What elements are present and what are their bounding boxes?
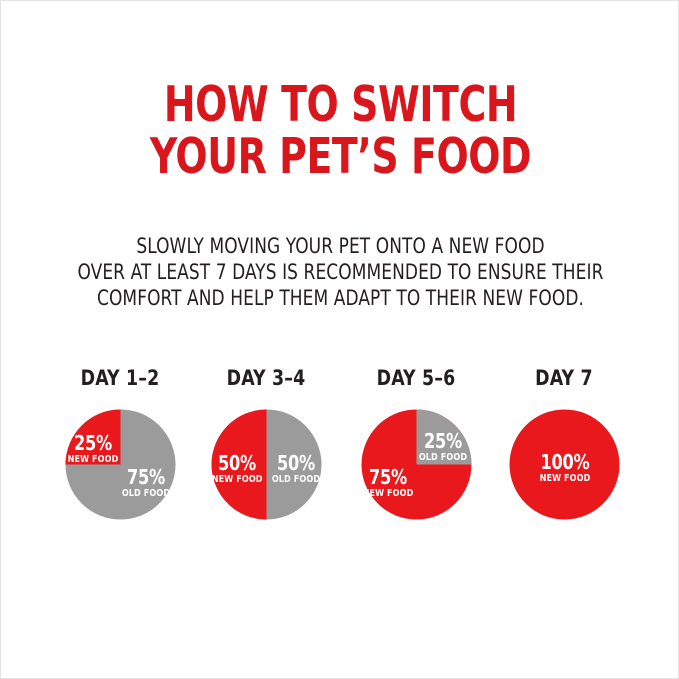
day-label-2: DAY 3–4 (226, 366, 306, 390)
slice-pct-new-2: 50% (218, 451, 256, 475)
pie-graphic-1: 25% NEW FOOD 75% OLD FOOD (65, 409, 176, 520)
slice-name-old-3: OLD FOOD (418, 452, 468, 463)
pie-graphic-3: 75% NEW FOOD 25% OLD FOOD (361, 409, 472, 520)
pie-graphic-4: 100% NEW FOOD (509, 409, 620, 520)
subtitle-text: SLOWLY MOVING YOUR PET ONTO A NEW FOOD O… (35, 233, 646, 311)
subtitle-line-3: COMFORT AND HELP THEM ADAPT TO THEIR NEW… (96, 286, 584, 310)
slice-name-old-1: OLD FOOD (121, 488, 171, 499)
slice-name-new-3: NEW FOOD (362, 488, 414, 499)
slice-name-new-1: NEW FOOD (67, 454, 119, 465)
slice-pct-old-2: 50% (277, 451, 315, 475)
pie-chart-day-3-4: DAY 3–4 50% NEW FOOD 50% OLD FOOD (191, 367, 341, 537)
slice-pct-new-4: 100% (540, 450, 590, 474)
day-label-4: DAY 7 (535, 366, 593, 390)
pie-chart-day-5-6: DAY 5–6 75% NEW FOOD 25% OLD FOOD (341, 367, 491, 537)
pie-chart-day-7: DAY 7 100% NEW FOOD (489, 367, 639, 537)
slice-name-new-2: NEW FOOD (211, 474, 263, 485)
slice-pct-new-3: 75% (369, 465, 407, 489)
slice-label-old-2: 50% OLD FOOD (271, 453, 321, 486)
slice-label-new-2: 50% NEW FOOD (211, 451, 263, 486)
slice-pct-new-1: 25% (74, 431, 112, 455)
slice-pct-old-1: 75% (127, 465, 165, 489)
subtitle-line-1: SLOWLY MOVING YOUR PET ONTO A NEW FOOD (136, 234, 545, 258)
headline-line-2: YOUR PET’S FOOD (149, 128, 532, 185)
pie-graphic-2: 50% NEW FOOD 50% OLD FOOD (211, 409, 322, 520)
pie-chart-row: DAY 1–2 25% NEW FOOD 75% OLD FOOD DAY (1, 367, 678, 537)
slice-name-new-4: NEW FOOD (539, 473, 591, 484)
slice-label-new-4: 100% NEW FOOD (538, 452, 592, 485)
day-label-1: DAY 1–2 (80, 366, 160, 390)
slice-label-new-3: 75% NEW FOOD (362, 467, 414, 500)
slice-pct-old-3: 25% (424, 429, 462, 453)
slice-name-old-2: OLD FOOD (271, 474, 321, 485)
pie-chart-day-1-2: DAY 1–2 25% NEW FOOD 75% OLD FOOD (45, 367, 195, 537)
page-title: HOW TO SWITCH YOUR PET’S FOOD (49, 79, 633, 183)
day-label-3: DAY 5–6 (376, 366, 456, 390)
slice-label-old-3: 25% OLD FOOD (418, 431, 468, 464)
slice-label-new-1: 25% NEW FOOD (67, 433, 119, 466)
headline-line-1: HOW TO SWITCH (163, 76, 518, 133)
slice-label-old-1: 75% OLD FOOD (120, 467, 172, 500)
subtitle-line-2: OVER AT LEAST 7 DAYS IS RECOMMENDED TO E… (77, 260, 604, 284)
